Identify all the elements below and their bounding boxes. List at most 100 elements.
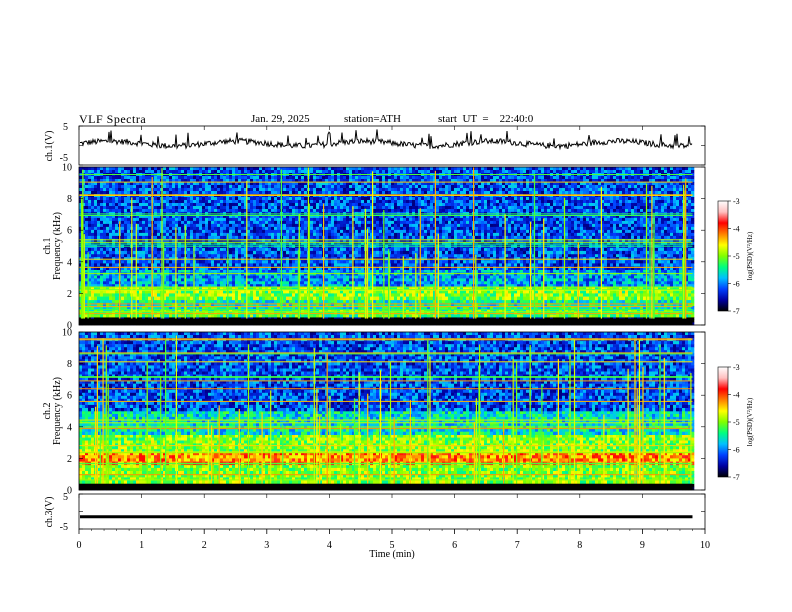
spectrogram-cell [292,170,295,173]
spectrogram-cell [259,167,262,170]
spectrogram-cell [97,260,100,264]
spectrogram-cell [337,254,340,258]
spectrogram-cell [175,191,178,194]
spectrogram-cell [265,254,268,258]
spectrogram-cell [355,254,358,258]
spectrogram-cell [139,227,142,230]
spectrogram-cell [256,203,259,206]
spectrogram-cell [286,221,289,224]
spectrogram-cell [142,185,145,188]
spectrogram-cell [310,200,313,203]
spectrogram-cell [331,167,334,170]
spectrogram-cell [319,188,322,191]
spectrogram-cell [289,297,292,301]
spectrogram-cell [145,221,148,224]
spectrogram-cell [142,236,145,239]
spectrogram-cell [97,315,100,318]
spectrogram-cell [253,170,256,173]
spectrogram-cell [178,273,181,276]
spectrogram-cell [97,224,100,227]
spectrogram-cell [142,203,145,206]
spectrogram-cell [304,236,307,239]
spectrogram-cell [349,170,352,173]
spectrogram-cell [157,197,160,200]
ch1-voltage-series [80,129,692,148]
spectrogram-cell [187,218,190,221]
spectrogram-cell [352,176,355,179]
spectrogram-cell [106,276,109,279]
spectrogram-cell [106,188,109,191]
spectrogram-cell [328,188,331,191]
spectrogram-cell [214,236,217,239]
spectrogram-cell [358,290,361,294]
spectrogram-cell [262,233,265,236]
spectrogram-cell [355,221,358,224]
spectrogram-cell [214,251,217,254]
spectrogram-cell [292,191,295,194]
spectrogram-cell [91,297,94,301]
spectrogram-cell [169,209,172,212]
spectrogram-cell [127,273,130,276]
spectrogram-cell [265,176,268,179]
spectrogram-cell [328,206,331,209]
spectrogram-cell [325,185,328,188]
spectrogram-cell [124,236,127,239]
spectrogram-cell [217,185,220,188]
spectrogram-cell [274,206,277,209]
spectrogram-cell [217,248,220,251]
spectrogram-cell [283,281,286,284]
spectrogram-cell [304,263,307,267]
spectrogram-cell [253,270,256,273]
spectrogram-cell [238,224,241,227]
spectrogram-cell [265,185,268,188]
spectrogram-cell [340,315,343,318]
spectrogram-cell [172,297,175,301]
spectrogram-cell [100,276,103,279]
spectrogram-cell [349,197,352,200]
spectrogram-cell [184,176,187,179]
spectrogram-cell [172,185,175,188]
spectrogram-cell [106,191,109,194]
spectrogram-cell [238,197,241,200]
spectrogram-cell [217,315,220,318]
spectrogram-cell [334,206,337,209]
spectrogram-cell [154,236,157,239]
spectrogram-cell [274,315,277,318]
spectrogram-cell [259,293,262,297]
spectrogram-cell [235,224,238,227]
spectrogram-cell [289,263,292,267]
spectrogram-cell [91,290,94,294]
spectrogram-cell [331,176,334,179]
spectrogram-cell [247,315,250,318]
spectrogram-cell [208,230,211,233]
spectrogram-cell [304,191,307,194]
spectrogram-cell [181,221,184,224]
spectrogram-cell [205,315,208,318]
spectrogram-cell [241,227,244,230]
spectrogram-cell [349,218,352,221]
spectrogram-cell [103,293,106,297]
spectrogram-cell [94,278,97,281]
spectrogram-cell [301,167,304,170]
spectrogram-cell [196,254,199,258]
spectrogram-cell [349,200,352,203]
spectrogram-cell [265,276,268,279]
spectrogram-cell [190,200,193,203]
spectrogram-cell [241,315,244,318]
spectrogram-cell [193,227,196,230]
spectrogram-cell [328,191,331,194]
spectrogram-cell [109,197,112,200]
spectrogram-cell [241,176,244,179]
spectrogram-cell [331,233,334,236]
spectrogram-cell [211,273,214,276]
spectrogram-cell [196,260,199,264]
spectrogram-cell [202,293,205,297]
spectrogram-cell [316,315,319,318]
spectrogram-cell [259,263,262,267]
spectrogram-cell [142,221,145,224]
spectrogram-cell [208,188,211,191]
spectrogram-cell [316,276,319,279]
spectrogram-cell [310,227,313,230]
spectrogram-cell [340,227,343,230]
spectrogram-cell [103,218,106,221]
